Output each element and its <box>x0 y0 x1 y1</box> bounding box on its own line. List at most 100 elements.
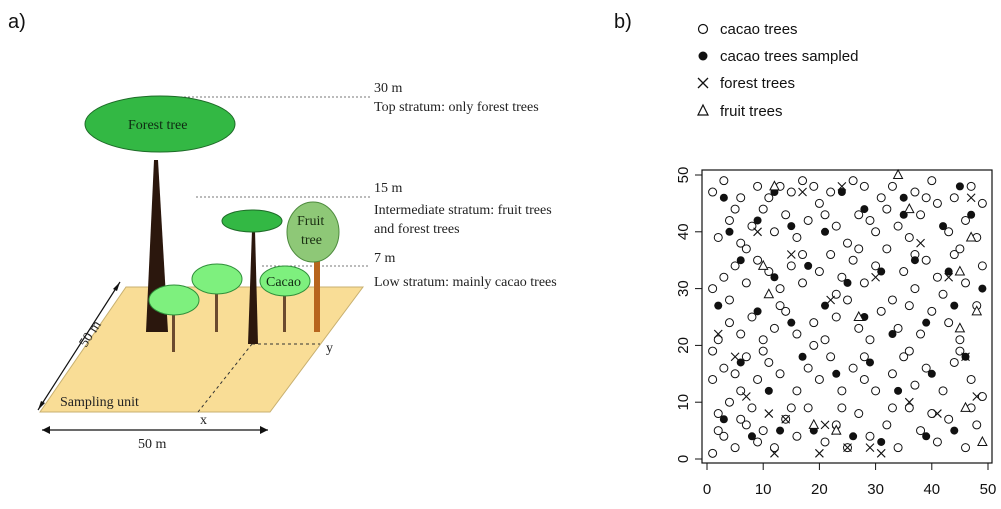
cacao-sampled-point <box>967 210 976 219</box>
cacao-tree-point <box>775 301 785 311</box>
cacao-tree-point <box>977 198 987 208</box>
stratum-mid-desc-line1: Intermediate stratum: fruit trees <box>374 203 552 218</box>
cacao-tree-point <box>724 215 734 225</box>
cacao-tree-point <box>871 261 881 271</box>
forest-tree-point <box>837 181 847 191</box>
forest-tree-point <box>730 352 740 362</box>
cacao-tree-point <box>910 380 920 390</box>
cacao-tree-point <box>809 318 819 328</box>
cacao-tree-point <box>741 244 751 254</box>
cacao-tree-point <box>724 397 734 407</box>
cacao-tree-point <box>916 210 926 220</box>
forest-tree-point <box>820 420 830 430</box>
cacao-tree-point <box>865 431 875 441</box>
cacao-tree-point <box>736 193 746 203</box>
cacao-tree-point <box>758 335 768 345</box>
cacao-sampled-point <box>849 432 858 441</box>
fruit-tree-point <box>954 265 966 276</box>
cacao-tree-point <box>820 437 830 447</box>
cacao-sampled-point <box>910 256 919 265</box>
x-tick-label: 40 <box>923 481 940 498</box>
x-tick-label: 20 <box>811 481 828 498</box>
cacao-tree-point <box>899 352 909 362</box>
cacao-tree-trunk-3 <box>283 292 286 332</box>
cacao-tree-point <box>713 232 723 242</box>
cacao-sampled-point <box>747 432 756 441</box>
legend-marker-cacao <box>697 23 709 35</box>
x-tick-label: 50 <box>980 481 997 498</box>
cacao-sampled-point <box>922 432 931 441</box>
cacao-tree-crown-2 <box>191 263 243 295</box>
cacao-tree-point <box>713 426 723 436</box>
cacao-tree-point <box>961 215 971 225</box>
cacao-tree-point <box>753 374 763 384</box>
y-tick-label: 10 <box>675 394 692 411</box>
forest-tree-point <box>713 329 723 339</box>
cacao-sampled-point <box>865 358 874 367</box>
legend-label-cacao: cacao trees <box>720 21 798 38</box>
cacao-tree-point <box>932 437 942 447</box>
panel-a: a) 30 m Top stratum: only forest trees 1… <box>8 11 557 452</box>
cacao-sampled-point <box>753 216 762 225</box>
forest-tree-point <box>966 193 976 203</box>
cacao-tree-point <box>893 443 903 453</box>
cacao-tree-point <box>848 255 858 265</box>
cacao-tree-point <box>871 227 881 237</box>
cacao-tree-point <box>753 181 763 191</box>
forest-tree-point <box>876 448 886 458</box>
cacao-sampled-point <box>927 369 936 378</box>
cacao-sampled-point <box>787 222 796 231</box>
cacao-tree-point <box>859 278 869 288</box>
forest-tree-mid-trunk <box>248 230 258 344</box>
fruit-tree-point <box>965 231 977 242</box>
cacao-sampled-point <box>877 437 886 446</box>
cacao-tree-point <box>719 431 729 441</box>
cacao-tree-point <box>730 261 740 271</box>
cacao-sampled-point <box>736 256 745 265</box>
cacao-sampled-point <box>894 386 903 395</box>
cacao-tree-trunk-2 <box>215 290 218 332</box>
side-arrow-head-top <box>113 282 120 291</box>
x-tick-label: 10 <box>755 481 772 498</box>
legend: cacao trees cacao trees sampled forest t… <box>697 21 858 120</box>
stratum-mid-height: 15 m <box>374 181 403 196</box>
cacao-tree-point <box>932 272 942 282</box>
plot-frame <box>701 169 993 464</box>
cacao-tree-point <box>786 187 796 197</box>
cacao-tree-point <box>826 250 836 260</box>
cacao-tree-point <box>820 210 830 220</box>
stratum-low-height: 7 m <box>374 251 396 266</box>
cacao-tree-point <box>944 318 954 328</box>
cacao-tree-point <box>854 210 864 220</box>
cacao-tree-point <box>775 369 785 379</box>
cacao-sampled-point <box>944 267 953 276</box>
cacao-sampled-point <box>843 278 852 287</box>
cacao-tree-point <box>927 176 937 186</box>
bottom-arrow-head-left <box>42 426 50 434</box>
forest-tree-point <box>815 448 824 458</box>
cacao-tree-point <box>809 181 819 191</box>
cacao-tree-point <box>713 335 723 345</box>
cacao-tree-point <box>865 335 875 345</box>
cacao-tree-point <box>719 176 729 186</box>
cacao-tree-point <box>708 284 718 294</box>
forest-tree-point <box>961 352 970 362</box>
cacao-sampled-point <box>939 222 948 231</box>
cacao-tree-point <box>843 295 852 305</box>
cacao-tree-point <box>809 340 819 350</box>
forest-tree-point <box>972 392 982 401</box>
cacao-tree-point <box>741 278 751 288</box>
forest-tree-mid-crown <box>221 209 283 233</box>
cacao-tree-point <box>781 210 791 220</box>
cacao-tree-point <box>955 244 965 254</box>
cacao-tree-point <box>882 244 892 254</box>
cacao-tree-point <box>786 403 796 413</box>
fruit-tree-point <box>769 180 780 191</box>
x-tick-label: 30 <box>867 481 884 498</box>
cacao-tree-point <box>921 193 931 203</box>
cacao-tree-point <box>747 312 757 322</box>
cacao-tree-point <box>966 374 976 384</box>
fruit-tree-point <box>757 259 769 270</box>
cacao-tree-point <box>859 374 869 384</box>
cacao-tree-point <box>781 306 791 316</box>
